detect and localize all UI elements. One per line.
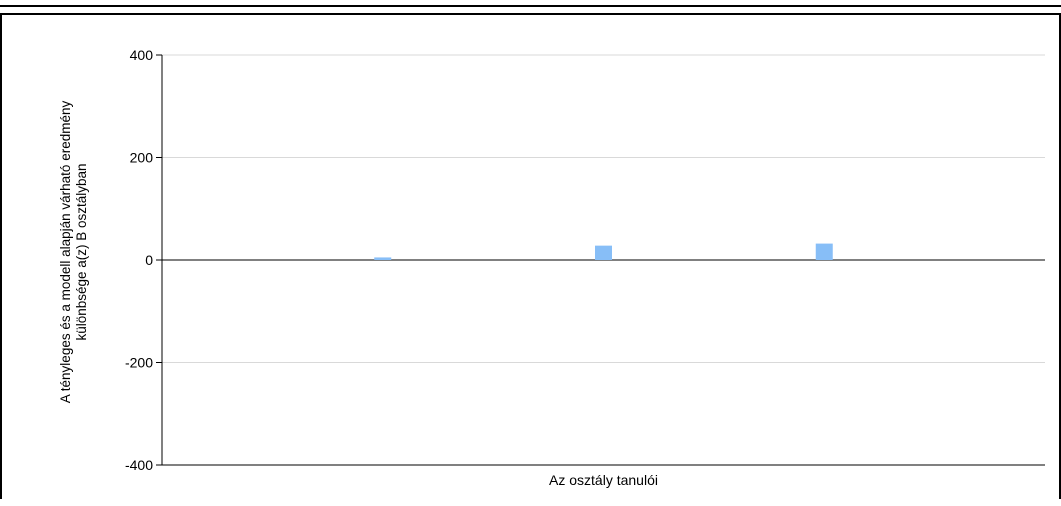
y-tick-label: -200 — [125, 355, 153, 371]
y-tick-label: 400 — [130, 47, 154, 63]
bar — [374, 257, 392, 260]
chart-frame: 400 200 0 -200 -400 A tényleges és a modell … — [0, 13, 1061, 499]
bar — [595, 245, 612, 260]
y-tick-label: 200 — [130, 150, 154, 166]
y-axis-label-line-1: A tényleges és a modell alapján várható … — [58, 101, 73, 404]
bars — [374, 243, 833, 260]
y-tick-labels: 400 200 0 -200 -400 — [125, 47, 153, 473]
y-tick-label: -400 — [125, 457, 153, 473]
bar-chart: 400 200 0 -200 -400 A tényleges és a modell … — [58, 47, 1045, 488]
gridlines — [162, 54, 1045, 363]
axes — [156, 54, 1045, 466]
y-tick-label: 0 — [145, 252, 153, 268]
x-axis-label: Az osztály tanulói — [549, 472, 658, 488]
window-top-strip — [0, 0, 1061, 7]
bar — [815, 243, 833, 260]
y-axis-label-line-2: különbsége a(z) B osztályban — [74, 163, 89, 340]
